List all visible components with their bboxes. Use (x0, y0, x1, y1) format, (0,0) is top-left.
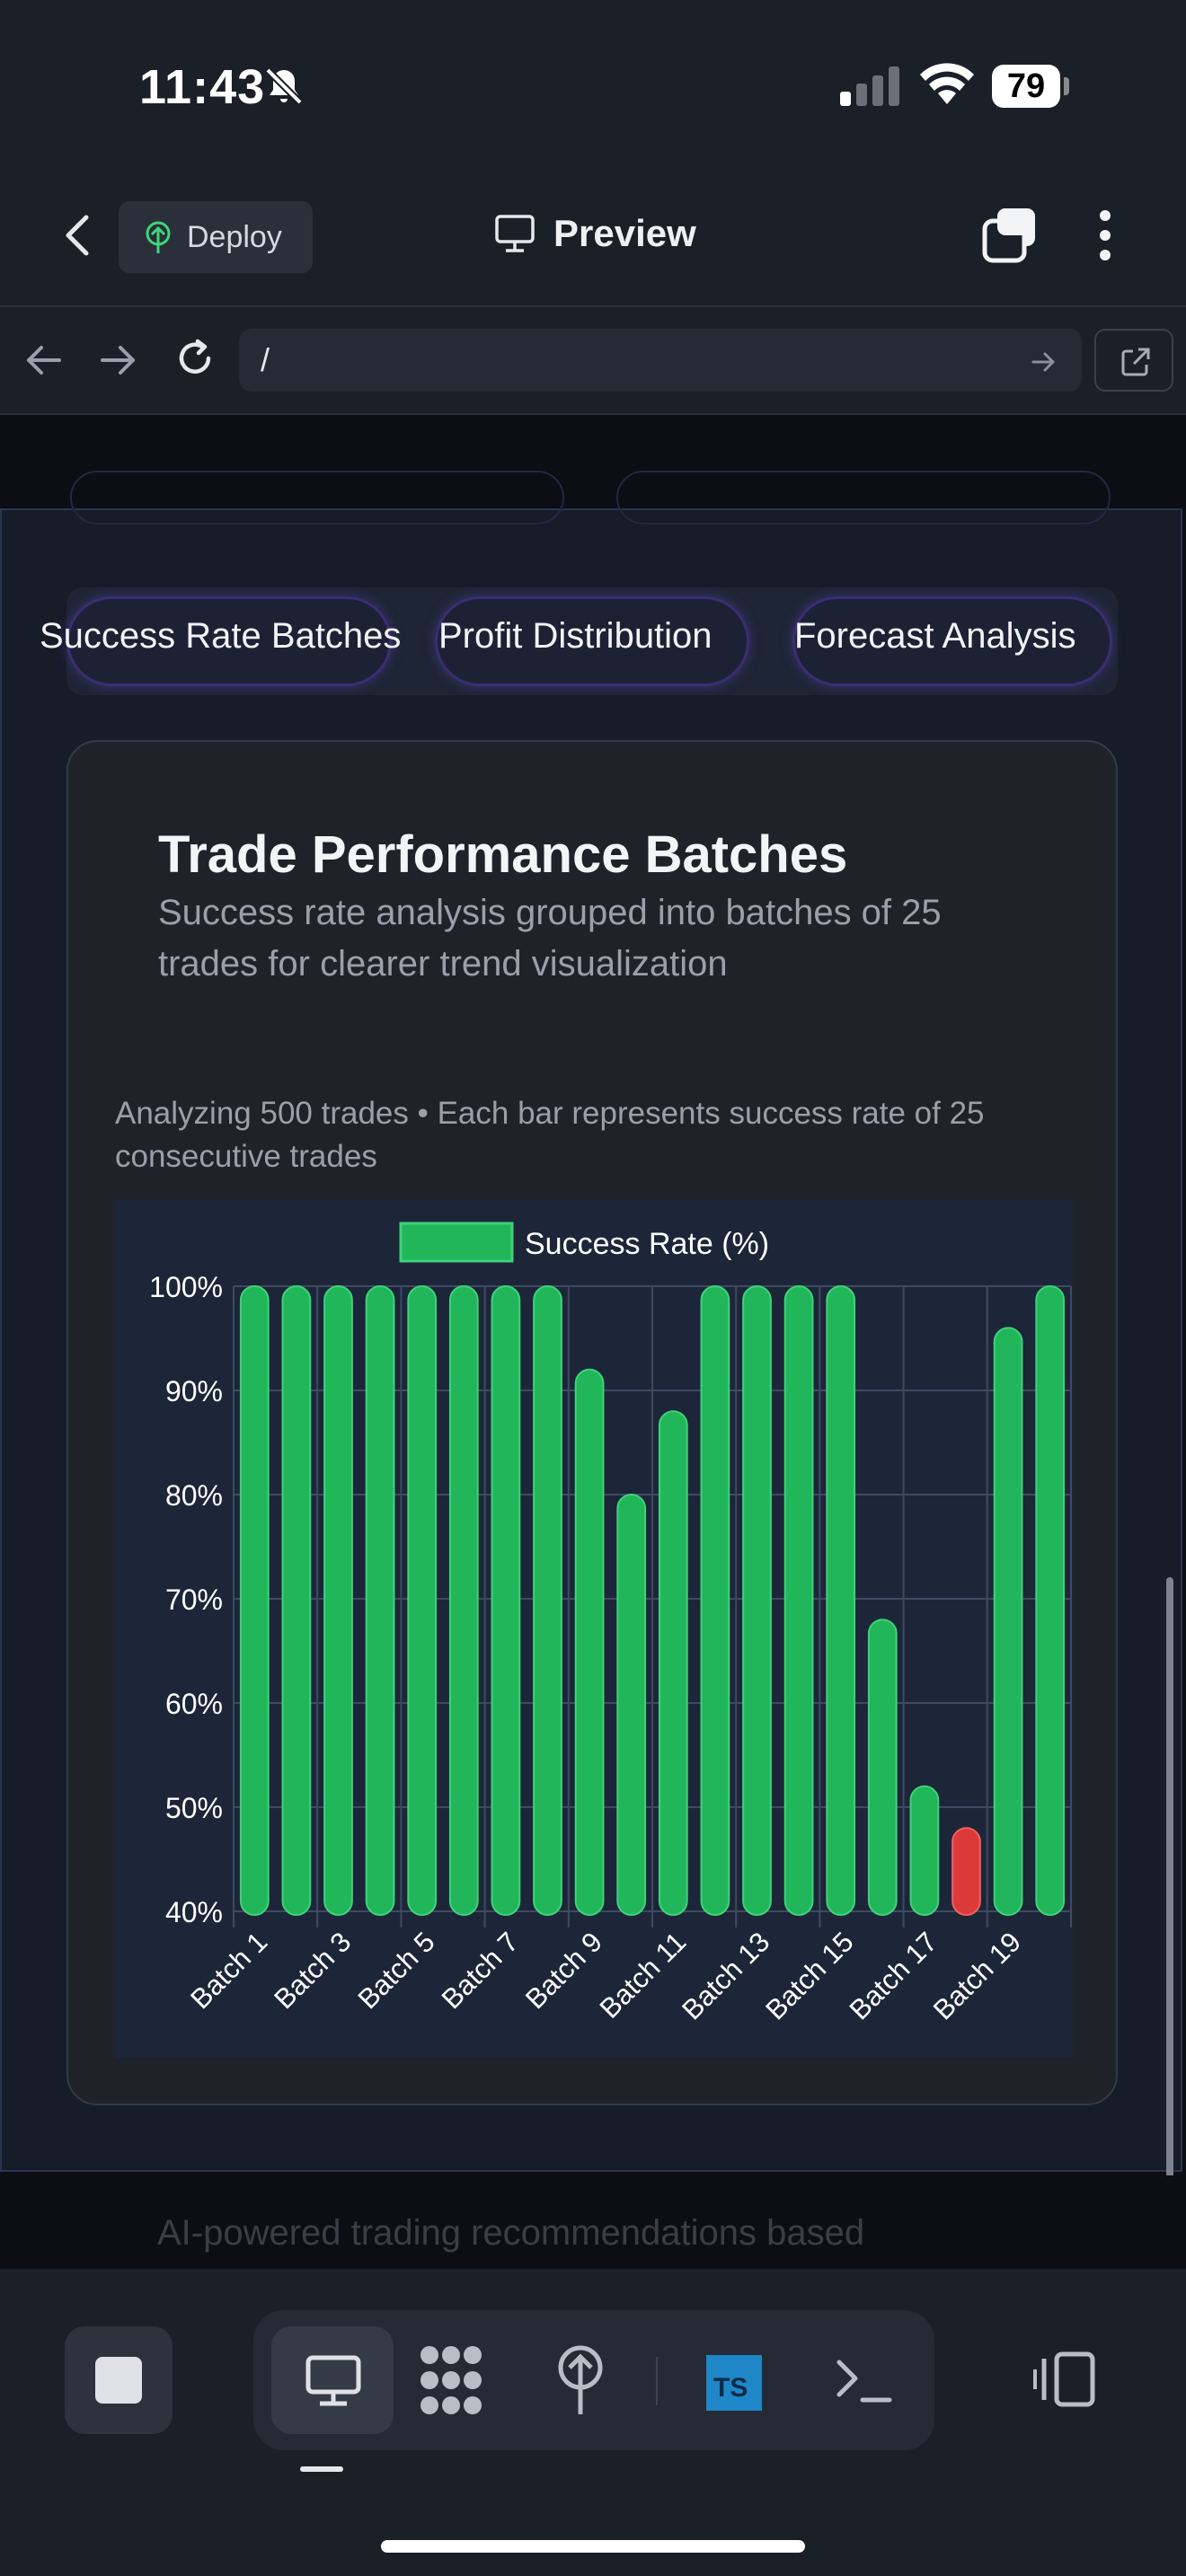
scrolled-pill (70, 471, 564, 525)
status-time: 11:43 (139, 59, 265, 115)
terminal-icon[interactable] (836, 2357, 893, 2405)
x-tick-label: Batch 3 (268, 1926, 357, 2015)
ts-label: TS (713, 2373, 748, 2404)
y-tick-label: 90% (165, 1375, 223, 1407)
chart-area: 40% 50% 60% 70% 80% 90% 100% Batch 1 Batch 3 Batc… (115, 1200, 1073, 2058)
x-tick-label: Batch 1 (184, 1926, 273, 2015)
legend-label: Success Rate (%) (525, 1227, 769, 1261)
bar (367, 1286, 394, 1915)
open-external-button[interactable] (1094, 329, 1173, 392)
bar (785, 1286, 813, 1915)
tabs-icon[interactable] (981, 207, 1039, 264)
x-tick-label: Batch 13 (676, 1926, 775, 2025)
bar (492, 1286, 520, 1915)
bar (743, 1286, 771, 1915)
bottom-faded-content: AI-powered trading recommendations based (0, 2175, 1186, 2274)
chart-note: Analyzing 500 trades • Each bar represen… (115, 1092, 1067, 1178)
stop-icon (95, 2357, 142, 2404)
more-vertical-icon[interactable] (1091, 207, 1120, 264)
bar (952, 1828, 980, 1915)
battery-indicator: 79 (992, 65, 1060, 108)
bar (869, 1619, 897, 1915)
x-tick-label: Batch 5 (352, 1926, 441, 2015)
typescript-icon[interactable]: TS (706, 2355, 762, 2411)
y-tick-label: 100% (149, 1271, 223, 1303)
app-bar: Deploy Preview (0, 171, 1186, 307)
bar (324, 1286, 352, 1915)
back-chevron-icon[interactable] (56, 208, 99, 262)
y-tick-label: 70% (165, 1584, 223, 1616)
bar (576, 1370, 604, 1915)
workflow-icon[interactable] (417, 2342, 485, 2418)
battery-nub (1064, 77, 1069, 95)
go-arrow-icon[interactable] (1030, 348, 1057, 375)
url-text: / (261, 341, 270, 379)
scrollbar[interactable] (1166, 1577, 1173, 2175)
chart-tab-switcher: Success Rate Batches Profit Distribution… (66, 587, 1118, 695)
desktop-view-button[interactable] (271, 2326, 394, 2434)
cellular-signal-icon (840, 66, 903, 106)
y-tick-label: 40% (165, 1896, 223, 1928)
legend-swatch (401, 1223, 512, 1261)
separator (656, 2357, 658, 2405)
deploy-label: Deploy (187, 220, 282, 255)
card-subtitle: Success rate analysis grouped into batch… (158, 887, 1039, 990)
bar (1036, 1286, 1064, 1915)
url-input[interactable]: / (239, 329, 1082, 392)
bar (702, 1286, 730, 1915)
home-indicator (381, 2540, 805, 2553)
bar (617, 1495, 645, 1915)
bar (827, 1286, 854, 1915)
bar (450, 1286, 478, 1915)
reload-icon[interactable] (173, 336, 217, 381)
bar (659, 1411, 687, 1915)
monitor-icon (494, 214, 535, 253)
tab-label: Profit Distribution (438, 616, 712, 657)
x-tick-label: Batch 19 (927, 1926, 1027, 2025)
tab-label: Success Rate Batches (40, 616, 401, 657)
bar (408, 1286, 436, 1915)
trade-performance-card: Trade Performance Batches Success rate a… (66, 740, 1118, 2105)
tool-group: TS (253, 2310, 934, 2450)
bar (534, 1286, 562, 1915)
arrow-left-icon[interactable] (23, 340, 65, 381)
card-title: Trade Performance Batches (158, 825, 847, 885)
preview-label: Preview (553, 212, 696, 255)
bottom-toolbar: TS (0, 2269, 1186, 2576)
x-tick-label: Batch 17 (844, 1926, 943, 2025)
monitor-icon (305, 2355, 361, 2407)
bar (283, 1286, 311, 1915)
bar (995, 1328, 1022, 1915)
x-tick-label: Batch 11 (594, 1926, 693, 2025)
deploy-icon (140, 219, 176, 255)
deploy-icon[interactable] (553, 2344, 607, 2416)
external-link-icon (1120, 346, 1152, 378)
x-tick-label: Batch 15 (759, 1926, 859, 2025)
split-panel-icon[interactable] (1033, 2350, 1098, 2409)
y-tick-label: 60% (165, 1688, 223, 1720)
status-bar: 11:43 79 (0, 0, 1186, 171)
deploy-button[interactable]: Deploy (119, 201, 313, 273)
scrolled-pill (616, 471, 1111, 525)
stop-button[interactable] (65, 2326, 173, 2434)
x-tick-label: Batch 7 (436, 1926, 525, 2015)
active-tab-indicator (300, 2466, 343, 2472)
faded-text: AI-powered trading recommendations based (157, 2213, 864, 2254)
arrow-right-icon[interactable] (97, 340, 138, 381)
browser-url-bar: / (0, 307, 1186, 415)
tab-label: Forecast Analysis (794, 616, 1075, 657)
y-tick-label: 80% (165, 1479, 223, 1512)
bar (241, 1286, 269, 1915)
y-tick-label: 50% (165, 1792, 223, 1824)
wifi-icon (918, 63, 976, 106)
bell-muted-icon (262, 65, 305, 108)
bar (911, 1786, 939, 1915)
